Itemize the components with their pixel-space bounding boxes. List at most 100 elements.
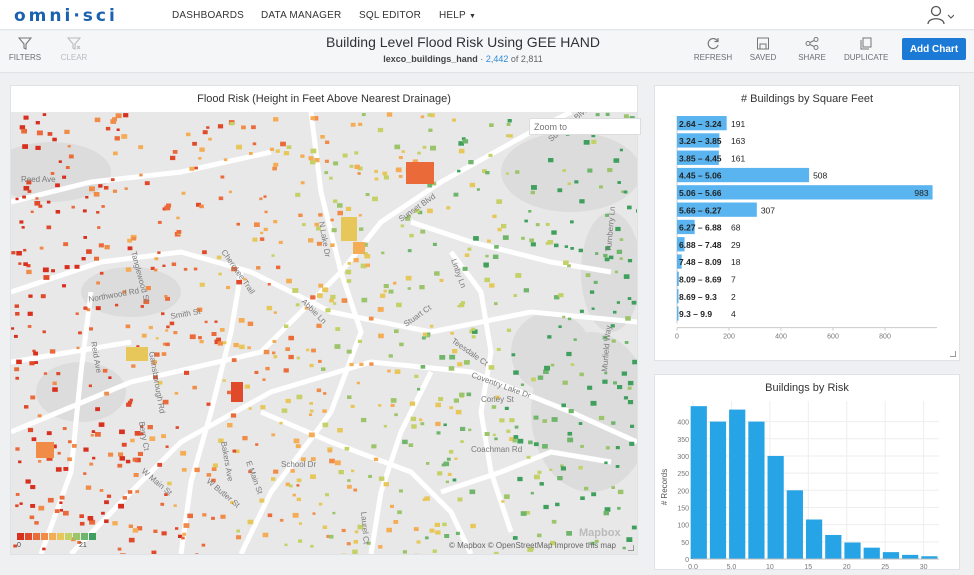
building bbox=[395, 167, 402, 173]
saved-button[interactable]: SAVED bbox=[741, 37, 785, 62]
flood-risk-map[interactable]: Reed Ave Northwood Rd Smith St Gainsborough… bbox=[11, 112, 637, 554]
risk-bar[interactable] bbox=[709, 421, 727, 559]
building bbox=[83, 472, 87, 475]
building bbox=[212, 463, 218, 468]
zoom-to-input[interactable] bbox=[529, 118, 641, 135]
building bbox=[64, 265, 70, 270]
risk-bar[interactable] bbox=[882, 552, 900, 559]
building bbox=[545, 241, 550, 245]
building bbox=[430, 145, 436, 151]
risk-histogram[interactable]: 0 50 100 150 200 250 300 350 400 0.0 5.0 10 15 20 25 30… bbox=[655, 397, 959, 569]
nav-sql-editor[interactable]: SQL EDITOR bbox=[359, 10, 422, 21]
building bbox=[579, 372, 584, 377]
building bbox=[211, 516, 215, 520]
building bbox=[139, 173, 143, 177]
building bbox=[409, 401, 416, 406]
refresh-button[interactable]: REFRESH bbox=[691, 37, 735, 62]
duplicate-button[interactable]: DUPLICATE bbox=[844, 37, 888, 62]
sqft-bar[interactable] bbox=[677, 237, 685, 252]
risk-bar[interactable] bbox=[825, 534, 842, 559]
y-tick-label: 200 bbox=[677, 488, 689, 495]
building bbox=[56, 372, 61, 376]
building bbox=[236, 279, 242, 285]
building bbox=[410, 416, 417, 422]
building bbox=[443, 461, 450, 467]
building bbox=[46, 200, 51, 204]
building bbox=[160, 502, 165, 506]
building bbox=[89, 519, 96, 525]
building bbox=[468, 428, 472, 432]
building bbox=[176, 216, 180, 220]
building bbox=[154, 257, 159, 261]
share-button[interactable]: SHARE bbox=[790, 37, 834, 62]
street-label: Reed Ave bbox=[21, 175, 56, 184]
building bbox=[485, 171, 490, 175]
sqft-chart-title[interactable]: # Buildings by Square Feet bbox=[740, 93, 874, 105]
building bbox=[182, 532, 187, 536]
sqft-bar[interactable] bbox=[677, 306, 679, 321]
resize-handle[interactable] bbox=[950, 351, 956, 357]
sqft-bar[interactable] bbox=[677, 133, 720, 148]
add-chart-button[interactable]: Add Chart bbox=[902, 38, 966, 60]
risk-bar[interactable] bbox=[767, 455, 784, 559]
map-legend[interactable]: 0 21 bbox=[17, 533, 97, 549]
building bbox=[373, 457, 379, 461]
nav-help[interactable]: HELP ▼ bbox=[439, 10, 476, 21]
building bbox=[121, 134, 128, 139]
x-tick-label: 400 bbox=[775, 334, 787, 341]
building bbox=[103, 186, 109, 190]
building bbox=[43, 372, 48, 375]
nav-dashboards[interactable]: DASHBOARDS bbox=[172, 10, 245, 21]
building bbox=[23, 262, 28, 266]
risk-bar[interactable] bbox=[786, 490, 803, 559]
building bbox=[165, 329, 169, 332]
building bbox=[310, 295, 316, 300]
sqft-bar[interactable] bbox=[677, 289, 679, 304]
risk-bar[interactable] bbox=[729, 409, 746, 559]
risk-bar[interactable] bbox=[690, 406, 707, 559]
sqft-bar[interactable] bbox=[677, 167, 810, 183]
building bbox=[363, 252, 368, 256]
omnisci-logo[interactable]: omni·sci bbox=[14, 6, 118, 26]
building bbox=[531, 185, 537, 190]
building bbox=[422, 332, 428, 336]
building bbox=[194, 166, 198, 170]
filters-button[interactable]: FILTERS bbox=[3, 37, 47, 62]
risk-chart-title[interactable]: Buildings by Risk bbox=[765, 382, 849, 394]
sqft-bar-chart[interactable]: 2.64 – 3.24 191 3.24 – 3.85 163 3.85 – 4.45 1… bbox=[655, 110, 959, 360]
building bbox=[54, 509, 60, 513]
building bbox=[413, 527, 419, 531]
nav-data-manager[interactable]: DATA MANAGER bbox=[261, 10, 342, 21]
building bbox=[136, 526, 143, 531]
map-attribution[interactable]: © Mapbox © OpenStreetMap Improve this ma… bbox=[449, 541, 616, 550]
user-menu[interactable] bbox=[926, 5, 955, 25]
resize-handle[interactable] bbox=[628, 545, 634, 551]
sqft-bar[interactable] bbox=[677, 185, 933, 200]
legend-swatch bbox=[81, 533, 88, 540]
clear-button[interactable]: CLEAR bbox=[52, 37, 96, 62]
building bbox=[472, 329, 478, 334]
sqft-bar[interactable] bbox=[677, 116, 727, 131]
risk-bar[interactable] bbox=[863, 547, 880, 559]
risk-bar[interactable] bbox=[805, 519, 823, 560]
building bbox=[135, 457, 141, 463]
building bbox=[615, 465, 620, 468]
dashboard-title[interactable]: Building Level Flood Risk Using GEE HAND bbox=[326, 34, 600, 50]
risk-bar[interactable] bbox=[844, 542, 861, 559]
risk-bar[interactable] bbox=[921, 556, 938, 559]
map-title[interactable]: Flood Risk (Height in Feet Above Nearest… bbox=[197, 93, 451, 105]
building bbox=[469, 329, 475, 334]
sqft-bar[interactable] bbox=[677, 219, 695, 235]
building bbox=[122, 496, 127, 500]
building bbox=[407, 249, 412, 253]
sqft-bar[interactable] bbox=[677, 150, 719, 165]
risk-bar[interactable] bbox=[902, 554, 919, 559]
risk-bar[interactable] bbox=[748, 421, 765, 559]
sqft-bar[interactable] bbox=[677, 202, 757, 217]
building bbox=[65, 166, 70, 169]
sqft-bar[interactable] bbox=[677, 254, 682, 269]
sqft-bar[interactable] bbox=[677, 271, 679, 286]
building bbox=[381, 251, 385, 255]
building bbox=[470, 523, 476, 529]
